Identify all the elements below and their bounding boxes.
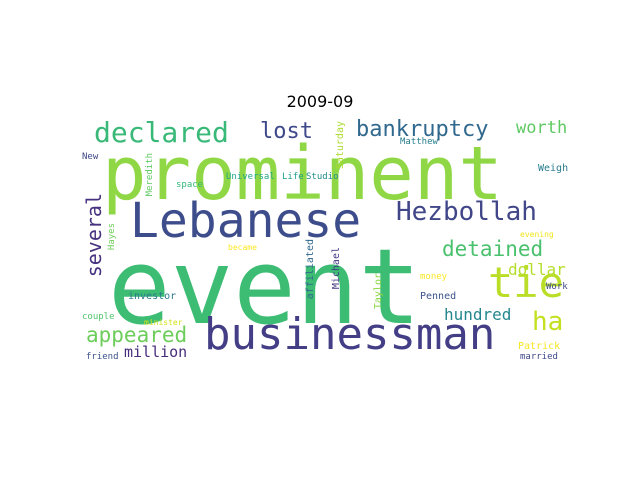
word-affiliated: affiliated	[305, 239, 316, 300]
word-hundred: hundred	[444, 305, 512, 324]
word-worth: worth	[516, 119, 568, 138]
word-event: event	[108, 226, 422, 348]
word-weigh: Weigh	[538, 163, 569, 174]
word-bankruptcy: bankruptcy	[356, 119, 489, 142]
word-saturday: Saturday	[335, 121, 346, 170]
word-taylor: Taylor	[373, 273, 384, 310]
word-appeared: appeared	[86, 323, 188, 347]
word-new: New	[82, 152, 99, 162]
word-dollar: dollar	[508, 260, 566, 279]
word-patrick: Patrick	[518, 341, 561, 352]
word-businessman: businessman	[204, 309, 496, 360]
word-declared: declared	[94, 119, 229, 149]
word-hezbollah: Hezbollah	[396, 197, 537, 227]
word-investor: investor	[128, 291, 177, 302]
word-several: several	[82, 193, 106, 278]
word-space: space	[176, 180, 204, 190]
word-minister: minister	[144, 318, 183, 327]
word-lost: lost	[260, 119, 313, 144]
word-became: became	[228, 243, 257, 252]
word-life: Life	[282, 172, 304, 182]
word-penned: Penned	[420, 291, 457, 302]
word-couple: couple	[82, 312, 115, 322]
word-detained: detained	[442, 237, 544, 261]
word-meredith: Meredith	[145, 153, 155, 197]
word-universal: Universal	[226, 172, 275, 182]
wordcloud-area: event prominent Lebanese businessman Hezboll…	[80, 119, 576, 367]
word-evening: evening	[520, 230, 554, 239]
word-studio: Studio	[306, 172, 339, 182]
word-married: married	[520, 352, 558, 362]
word-ha: ha	[532, 307, 564, 337]
word-prominent: prominent	[102, 131, 503, 217]
word-matthew: Matthew	[400, 137, 438, 147]
word-hayes: Hayes	[107, 223, 117, 251]
word-michael: Michael	[331, 247, 342, 290]
word-work: Work	[546, 282, 568, 292]
word-lebanese: Lebanese	[130, 193, 362, 249]
word-money: money	[420, 272, 448, 282]
word-friend: friend	[86, 352, 119, 362]
word-tie: tie	[488, 258, 564, 307]
word-million: million	[124, 343, 188, 361]
wordcloud-title: 2009-09	[286, 92, 354, 111]
